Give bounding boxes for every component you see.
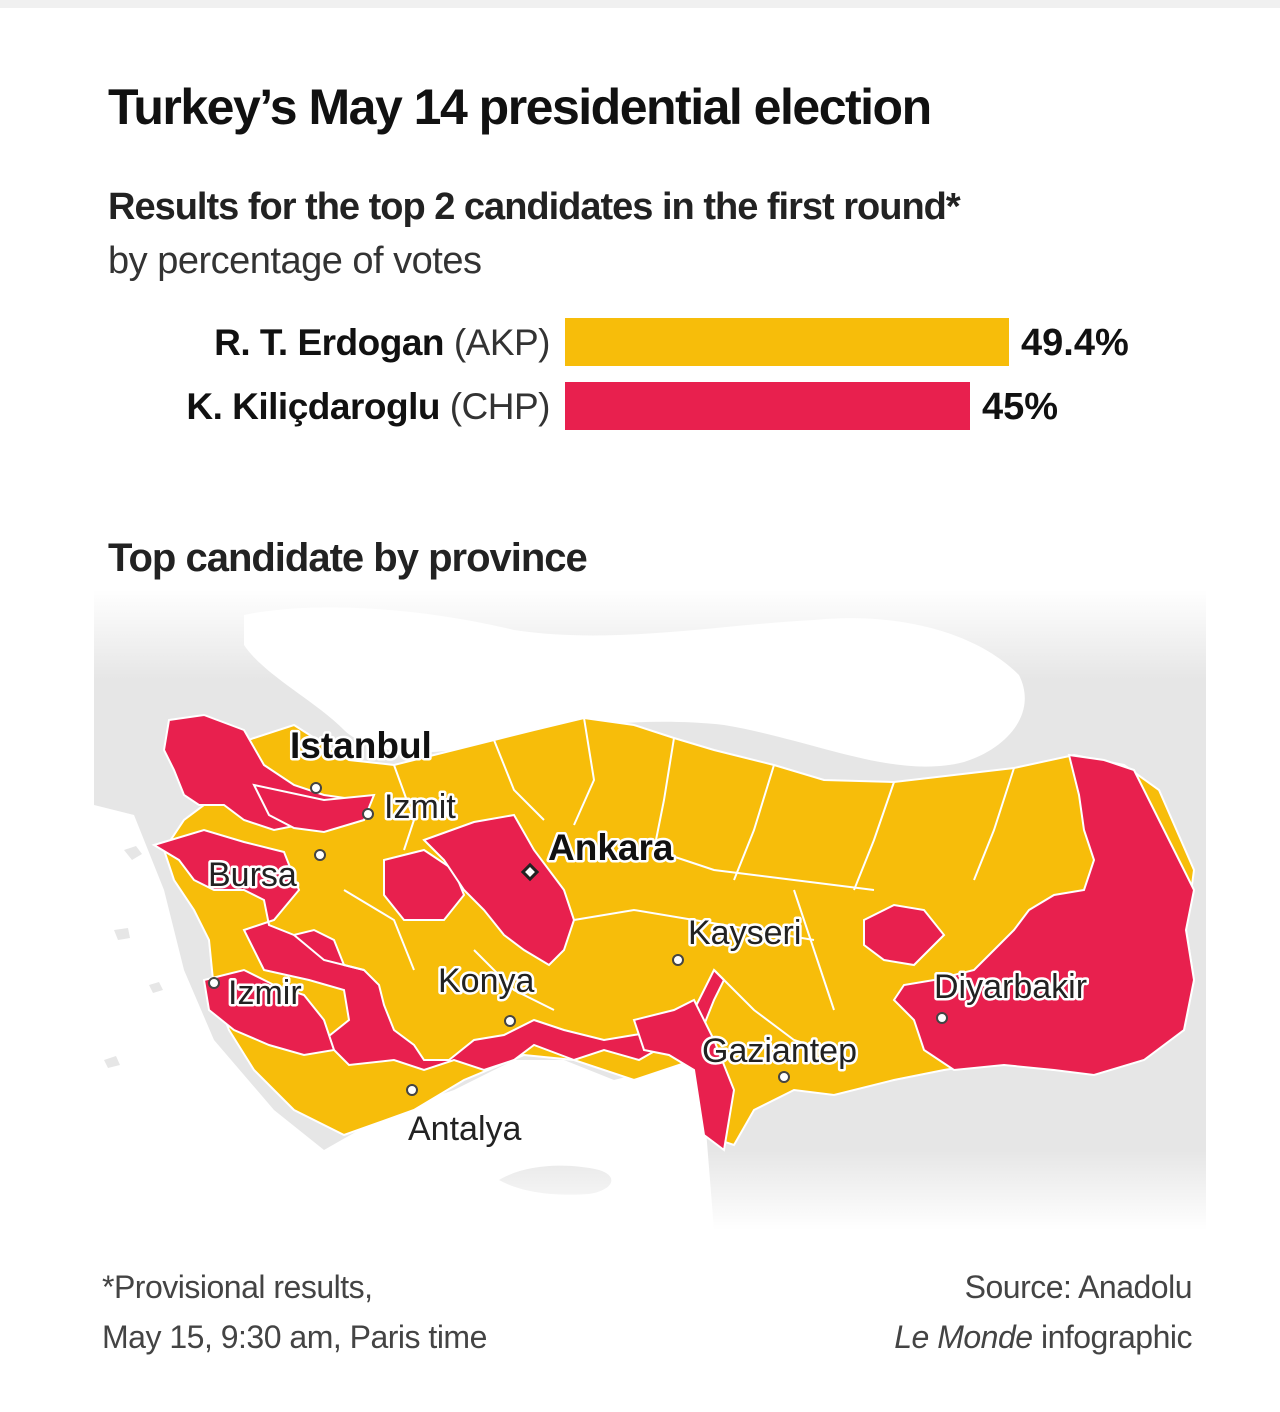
chart-subtitle-units: by percentage of votes [108, 240, 482, 282]
kocaeli-chp-region [252, 783, 376, 834]
marker-diyarbakir [936, 1012, 948, 1024]
bar-label-kilicdaroglu: K. Kiliçdaroglu (CHP) [186, 386, 550, 428]
credit-line: Le Monde infographic [894, 1312, 1192, 1362]
credit-publication: Le Monde [894, 1319, 1033, 1355]
tunceli-chp-region [863, 903, 946, 967]
izmir-chp-region [202, 968, 336, 1057]
marker-kayseri [672, 954, 684, 966]
marker-bursa [314, 849, 326, 861]
bar-erdogan [565, 318, 1009, 366]
province-map: Istanbul Izmit Ankara Bursa Kayseri Izmi… [94, 590, 1206, 1230]
label-izmir: Izmir [228, 974, 302, 1012]
ankara-chp-region [422, 813, 576, 967]
marker-izmit [362, 808, 374, 820]
label-ankara: Ankara [548, 827, 674, 868]
label-gaziantep: Gaziantep [702, 1032, 857, 1070]
bar-row-kilicdaroglu: K. Kiliçdaroglu (CHP) 45% [0, 382, 1280, 434]
footnote-line-2: May 15, 9:30 am, Paris time [102, 1319, 487, 1355]
label-diyarbakir: Diyarbakir [934, 968, 1087, 1006]
mediterranean-sea [94, 805, 714, 1230]
marker-konya [504, 1015, 516, 1027]
label-kayseri: Kayseri [688, 914, 801, 952]
province-borders [293, 717, 1015, 1061]
source-line: Source: Anadolu [964, 1269, 1193, 1305]
marker-izmir [208, 977, 220, 989]
label-konya: Konya [438, 962, 534, 1000]
top-border [0, 0, 1280, 8]
label-izmit: Izmit [384, 788, 456, 826]
candidate-party: (CHP) [449, 386, 551, 427]
marker-istanbul [310, 782, 322, 794]
label-bursa: Bursa [208, 856, 297, 894]
candidate-party: (AKP) [453, 322, 551, 363]
label-istanbul: Istanbul [290, 725, 432, 766]
marker-ankara [520, 862, 540, 882]
source-credit: Source: Anadolu Le Monde infographic [894, 1262, 1192, 1362]
candidate-name: K. Kiliçdaroglu [186, 386, 440, 427]
map-top-fade [94, 590, 1206, 680]
bar-value-erdogan: 49.4% [1021, 322, 1129, 364]
credit-suffix: infographic [1032, 1319, 1193, 1355]
marker-gaziantep [778, 1071, 790, 1083]
southeast-east-chp-region [892, 753, 1196, 1077]
chart-title: Turkey’s May 14 presidential election [108, 79, 932, 135]
marker-antalya [406, 1084, 418, 1096]
footnote: *Provisional results, May 15, 9:30 am, P… [102, 1262, 487, 1362]
map-bottom-fade [94, 1150, 1206, 1230]
bar-value-kilicdaroglu: 45% [982, 386, 1059, 428]
city-markers [208, 782, 948, 1096]
bar-label-erdogan: R. T. Erdogan (AKP) [214, 322, 550, 364]
bar-kilicdaroglu [565, 382, 970, 430]
bar-row-erdogan: R. T. Erdogan (AKP) 49.4% [0, 318, 1280, 370]
candidate-name: R. T. Erdogan [214, 322, 445, 363]
map-title: Top candidate by province [108, 536, 588, 580]
label-antalya: Antalya [408, 1110, 521, 1148]
chart-subtitle: Results for the top 2 candidates in the … [108, 186, 961, 228]
eskisehir-chp-region [383, 848, 466, 921]
footnote-line-1: *Provisional results, [102, 1269, 373, 1305]
